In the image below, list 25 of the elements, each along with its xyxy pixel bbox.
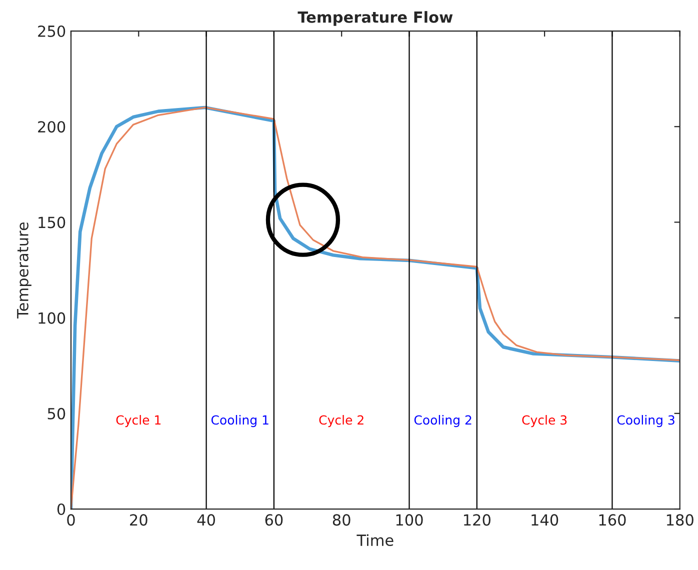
annotation: Cycle 2 xyxy=(319,415,364,428)
y-tick-label: 0 xyxy=(57,503,66,516)
annotation: Cycle 1 xyxy=(116,415,161,428)
annotation: Cooling 1 xyxy=(211,415,268,428)
y-tick-label: 100 xyxy=(38,312,66,324)
x-tick-label: 120 xyxy=(464,514,490,526)
x-axis-title: Time xyxy=(356,534,394,546)
y-tick-label: 150 xyxy=(38,216,66,228)
chart-title: Temperature Flow xyxy=(298,11,453,26)
y-tick-label: 50 xyxy=(48,408,66,420)
x-tick-label: 80 xyxy=(332,514,350,526)
x-tick-label: 20 xyxy=(130,514,148,526)
x-tick-label: 60 xyxy=(265,514,283,526)
x-tick-label: 180 xyxy=(666,514,694,526)
annotation: Cooling 3 xyxy=(617,415,674,428)
x-tick-label: 140 xyxy=(532,514,558,526)
y-tick-label: 250 xyxy=(38,25,66,38)
x-tick-label: 0 xyxy=(67,514,75,526)
x-tick-label: 40 xyxy=(197,514,215,526)
y-axis-title: Temperature xyxy=(17,222,32,318)
x-tick-label: 160 xyxy=(599,514,626,526)
annotation: Cycle 3 xyxy=(522,415,567,428)
x-tick-label: 100 xyxy=(396,514,423,526)
annotation: Cooling 2 xyxy=(414,415,472,428)
y-tick-label: 200 xyxy=(38,121,66,133)
